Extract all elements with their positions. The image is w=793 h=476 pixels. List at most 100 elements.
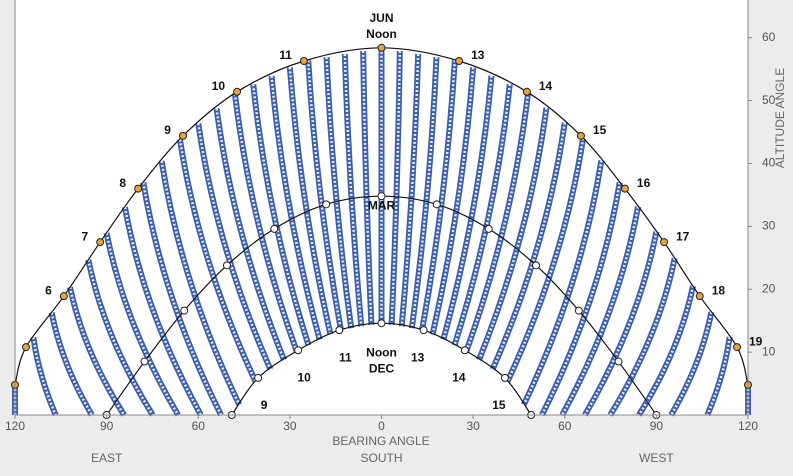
hour-point <box>574 306 583 315</box>
hour-band <box>489 122 568 371</box>
y-tick-label: 30 <box>762 219 776 233</box>
x-tick-label: 60 <box>558 419 572 433</box>
hour-band-dots <box>233 93 298 352</box>
hour-point <box>660 238 669 247</box>
hour-band-dots <box>522 160 603 406</box>
hour-band-dots <box>306 60 343 331</box>
x-tick-label: 60 <box>192 419 206 433</box>
hour-band-dots <box>477 107 548 361</box>
hour-band-dots <box>32 337 57 416</box>
hour-band-dots <box>706 336 731 416</box>
hour-label: Noon <box>366 345 397 359</box>
hour-band-dots <box>142 182 223 416</box>
hour-point <box>419 326 428 335</box>
x-tick-label: 30 <box>466 419 480 433</box>
hour-point <box>377 319 386 328</box>
direction-label: SOUTH <box>361 451 403 465</box>
hour-band-dots <box>453 83 512 346</box>
hour-point <box>432 200 441 209</box>
hour-point <box>299 56 308 65</box>
hour-band-dots <box>123 206 202 416</box>
hour-label: 6 <box>45 283 52 297</box>
hour-point <box>576 131 585 140</box>
direction-label: EAST <box>91 451 123 465</box>
hour-point <box>522 87 531 96</box>
hour-point <box>335 326 344 335</box>
series-name: DEC <box>369 361 395 375</box>
hour-point <box>140 357 149 366</box>
hour-label: 18 <box>712 283 726 297</box>
hour-label: 8 <box>119 176 126 190</box>
hour-band-dots <box>442 75 493 341</box>
hour-label: Noon <box>366 27 397 41</box>
hour-point <box>21 343 30 352</box>
hour-band-dots <box>50 312 93 416</box>
hour-point <box>59 292 68 301</box>
data-layer: 6 7 8 9 10 11 Noon 13 14 15 16 17 18 19 JUN MAR 9 10 11 Noo… <box>11 11 763 419</box>
hour-band-dots <box>410 57 438 329</box>
hour-label: 10 <box>212 79 226 93</box>
hour-point <box>322 200 331 209</box>
hour-bands <box>12 47 752 417</box>
hour-label: 9 <box>261 398 268 412</box>
y-tick-label: 10 <box>762 344 776 358</box>
hour-point <box>222 261 231 270</box>
hour-band-dots <box>178 139 257 383</box>
hour-band-dots <box>325 57 353 329</box>
hour-label: 14 <box>452 370 466 384</box>
y-tick-label: 40 <box>762 156 776 170</box>
hour-label: 19 <box>749 334 763 348</box>
series-name: MAR <box>368 198 396 212</box>
hour-point <box>180 306 189 315</box>
hour-band <box>429 67 477 336</box>
hour-point <box>455 56 464 65</box>
hour-point <box>96 238 105 247</box>
hour-band-dots <box>270 75 321 341</box>
hour-band-dots <box>583 231 658 416</box>
hour-band-dots <box>609 258 676 416</box>
y-axis-label: ALTITUDE ANGLE <box>773 68 787 168</box>
series-name: JUN <box>369 11 393 25</box>
hour-band-dots <box>670 311 713 416</box>
hour-label: 13 <box>411 350 425 364</box>
hour-label: 9 <box>164 123 171 137</box>
x-axis-label: BEARING ANGLE <box>332 434 429 448</box>
hour-point <box>294 346 303 355</box>
direction-label: WEST <box>639 451 674 465</box>
y-tick-label: 60 <box>762 30 776 44</box>
hour-band-dots <box>506 138 585 383</box>
y-tick-label: 50 <box>762 93 776 107</box>
hour-point <box>532 261 541 270</box>
hour-label: 16 <box>637 176 651 190</box>
hour-band <box>67 286 127 417</box>
hour-label: 15 <box>492 398 506 412</box>
hour-point <box>134 184 143 193</box>
hour-point <box>500 373 509 382</box>
hour-label: 13 <box>471 48 485 62</box>
hour-label: 7 <box>82 229 89 243</box>
x-tick-label: 90 <box>100 419 114 433</box>
hour-label: 11 <box>279 48 292 62</box>
x-tick-label: 120 <box>5 419 25 433</box>
hour-band-dots <box>251 84 310 346</box>
hour-label: 14 <box>539 79 553 93</box>
hour-point <box>484 224 493 233</box>
y-tick-label: 20 <box>762 281 776 295</box>
hour-label: 15 <box>593 123 607 137</box>
hour-band <box>286 67 334 336</box>
hour-band-dots <box>400 53 420 327</box>
hour-label: 17 <box>676 229 690 243</box>
hour-point <box>620 184 629 193</box>
hour-point <box>270 224 279 233</box>
x-tick-label: 120 <box>738 419 758 433</box>
hour-band-dots <box>390 50 402 325</box>
hour-band-dots <box>561 206 640 416</box>
hour-point <box>460 346 469 355</box>
hour-band-dots <box>637 285 695 416</box>
x-tick-label: 30 <box>283 419 297 433</box>
hour-point <box>695 292 704 301</box>
hour-band-dots <box>160 160 241 406</box>
hour-point <box>178 131 187 140</box>
hour-point <box>377 192 386 201</box>
hour-band <box>195 122 274 371</box>
